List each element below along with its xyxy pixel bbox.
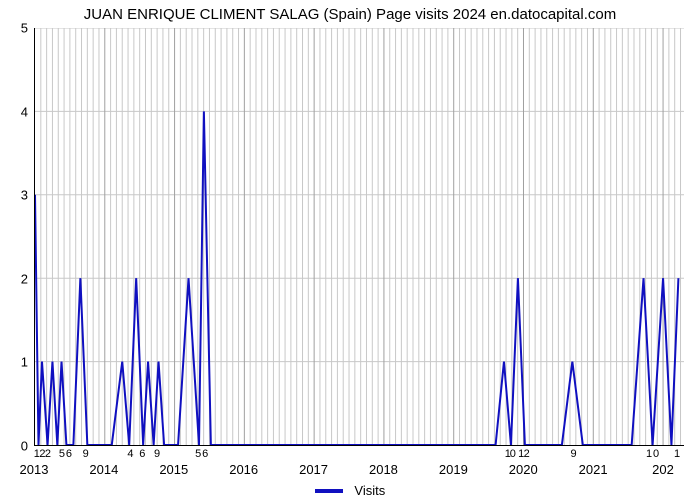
x-year-label: 2014 xyxy=(89,462,118,477)
y-tick-label: 3 xyxy=(0,188,28,203)
x-tick-label: 9 xyxy=(571,448,577,460)
chart-title: JUAN ENRIQUE CLIMENT SALAG (Spain) Page … xyxy=(0,6,700,23)
x-tick-label: 6 xyxy=(66,448,72,460)
x-tick-label: 2 xyxy=(524,448,530,460)
x-year-label: 2017 xyxy=(299,462,328,477)
x-tick-label: 1 xyxy=(646,448,652,460)
x-year-label: 2020 xyxy=(509,462,538,477)
y-tick-label: 4 xyxy=(0,104,28,119)
x-year-label: 202 xyxy=(652,462,674,477)
x-tick-label: 9 xyxy=(154,448,160,460)
x-year-label: 2018 xyxy=(369,462,398,477)
x-tick-label: 0 xyxy=(653,448,659,460)
y-tick-label: 1 xyxy=(0,355,28,370)
x-tick-label: 2 xyxy=(45,448,51,460)
x-tick-label: 5 xyxy=(59,448,65,460)
x-tick-label: 4 xyxy=(127,448,133,460)
x-year-label: 2015 xyxy=(159,462,188,477)
y-tick-label: 0 xyxy=(0,439,28,454)
x-year-label: 2016 xyxy=(229,462,258,477)
chart-container: JUAN ENRIQUE CLIMENT SALAG (Spain) Page … xyxy=(0,0,700,500)
x-tick-label: 9 xyxy=(83,448,89,460)
y-tick-label: 5 xyxy=(0,21,28,36)
x-year-label: 2013 xyxy=(20,462,49,477)
legend: Visits xyxy=(0,482,700,498)
legend-label: Visits xyxy=(354,483,385,498)
x-tick-label: 0 xyxy=(510,448,516,460)
x-year-label: 2021 xyxy=(579,462,608,477)
x-tick-label: 6 xyxy=(139,448,145,460)
legend-swatch xyxy=(315,489,343,493)
x-year-label: 2019 xyxy=(439,462,468,477)
x-tick-label: 5 xyxy=(195,448,201,460)
plot-area xyxy=(34,28,684,446)
x-tick-label: 1 xyxy=(674,448,680,460)
x-tick-label: 6 xyxy=(202,448,208,460)
y-tick-label: 2 xyxy=(0,271,28,286)
line-plot-svg xyxy=(35,28,684,445)
